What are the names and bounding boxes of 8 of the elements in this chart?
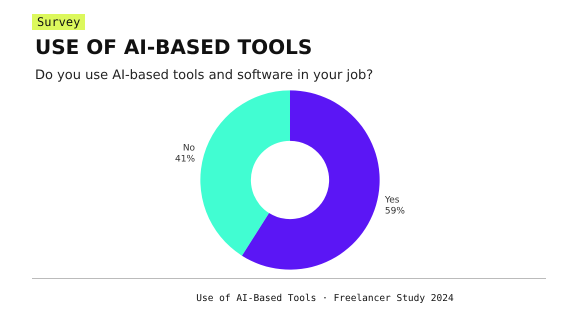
text: Survey <box>32 14 86 30</box>
data-label: 59% <box>384 206 406 217</box>
chart-subtitle: Do you use AI-based tools and software in your job? <box>35 68 374 83</box>
data-label: 41% <box>175 154 196 164</box>
chart-title: USE OF AI-BASED TOOLS <box>35 35 312 59</box>
slice-label: No <box>182 143 196 154</box>
slice-label: Yes <box>384 196 400 206</box>
text: Use of AI-Based Tools · Freelancer Study 2024 <box>195 293 455 304</box>
